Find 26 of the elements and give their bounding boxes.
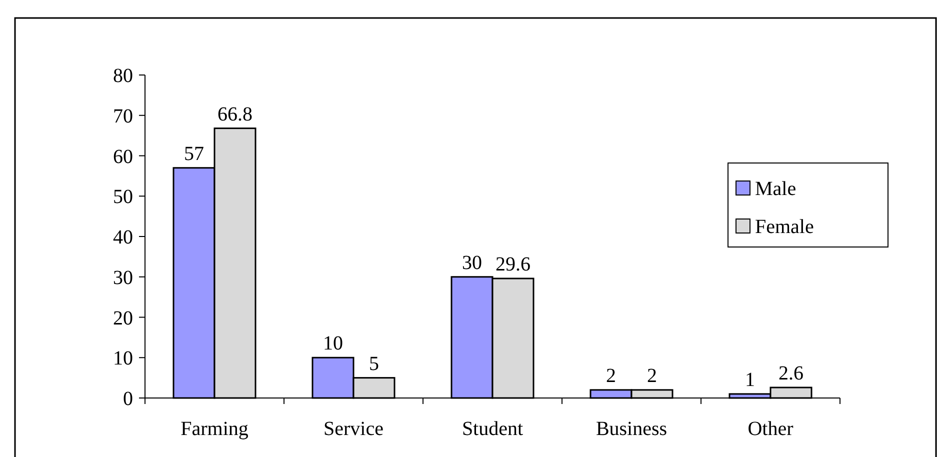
data-label: 30	[462, 252, 482, 274]
data-label: 2	[647, 364, 657, 387]
data-label: 29.6	[496, 253, 530, 276]
x-tick-label: Service	[324, 418, 384, 440]
x-tick-label: Business	[596, 418, 668, 440]
x-tick-label: Student	[462, 418, 524, 440]
x-tick-label: Other	[748, 418, 794, 440]
legend-label: Male	[755, 178, 796, 200]
y-tick-label: 50	[113, 186, 133, 208]
x-tick-label: Farming	[180, 418, 248, 440]
legend-label: Female	[755, 216, 814, 238]
data-label: 2.6	[778, 362, 804, 385]
data-label: 1	[745, 368, 755, 391]
data-label: 57	[184, 142, 204, 165]
y-tick-label: 40	[113, 226, 133, 248]
y-tick-label: 80	[113, 65, 133, 87]
y-tick-label: 60	[113, 146, 133, 168]
y-tick-label: 0	[123, 388, 133, 410]
y-tick-label: 30	[113, 266, 133, 289]
data-label: 2	[606, 364, 616, 387]
data-label: 66.8	[218, 103, 252, 126]
y-tick-label: 70	[113, 105, 133, 128]
y-tick-label: 10	[113, 348, 133, 370]
data-label: 10	[323, 332, 343, 355]
y-tick-label: 20	[113, 307, 133, 330]
data-label: 5	[369, 352, 379, 375]
